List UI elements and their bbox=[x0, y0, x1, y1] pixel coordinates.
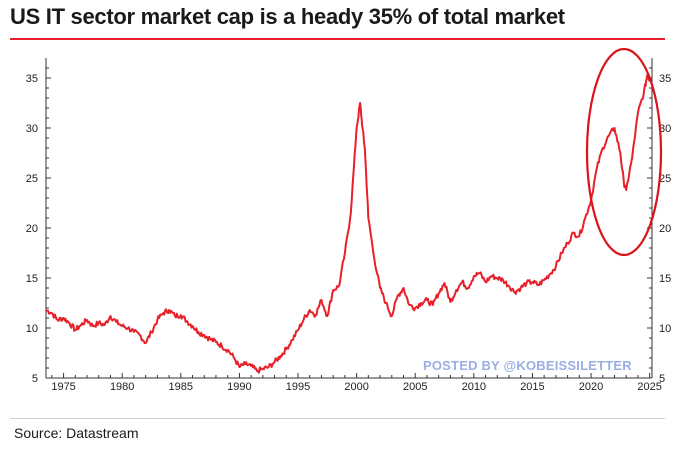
x-tick-label: 2025 bbox=[637, 381, 661, 393]
y-tick-label-right: 35 bbox=[659, 73, 671, 85]
chart-title: US IT sector market cap is a heady 35% o… bbox=[10, 4, 565, 29]
y-tick-label-right: 25 bbox=[659, 173, 671, 185]
x-tick-label: 1980 bbox=[110, 381, 134, 393]
watermark: POSTED BY @KOBEISSILETTER bbox=[423, 358, 632, 373]
y-tick-label-left: 5 bbox=[32, 373, 38, 385]
x-tick-label: 2015 bbox=[520, 381, 544, 393]
highlight-circle bbox=[585, 47, 663, 257]
x-tick-label: 2000 bbox=[344, 381, 368, 393]
y-tick-label-right: 20 bbox=[659, 223, 671, 235]
y-tick-label-right: 30 bbox=[659, 123, 671, 135]
series-line bbox=[45, 74, 651, 374]
annotation-layer bbox=[585, 47, 663, 257]
x-tick-label: 1995 bbox=[286, 381, 310, 393]
source-note: Source: Datastream bbox=[14, 425, 139, 441]
y-tick-label-right: 15 bbox=[659, 273, 671, 285]
source-divider bbox=[10, 418, 665, 419]
plot-frame bbox=[45, 58, 653, 379]
series-layer bbox=[45, 74, 651, 374]
y-tick-label-left: 15 bbox=[26, 273, 38, 285]
y-tick-label-right: 10 bbox=[659, 323, 671, 335]
title-underline bbox=[10, 38, 665, 40]
x-tick-label: 1990 bbox=[227, 381, 251, 393]
y-tick-label-left: 10 bbox=[26, 323, 38, 335]
y-tick-label-left: 35 bbox=[26, 73, 38, 85]
x-tick-label: 2020 bbox=[579, 381, 603, 393]
x-tick-label: 2010 bbox=[462, 381, 486, 393]
y-tick-label-left: 20 bbox=[26, 223, 38, 235]
y-tick-label-right: 5 bbox=[659, 373, 665, 385]
y-tick-label-left: 25 bbox=[26, 173, 38, 185]
y-tick-label-left: 30 bbox=[26, 123, 38, 135]
x-tick-label: 1975 bbox=[51, 381, 75, 393]
x-tick-label: 2005 bbox=[403, 381, 427, 393]
x-tick-label: 1985 bbox=[169, 381, 193, 393]
